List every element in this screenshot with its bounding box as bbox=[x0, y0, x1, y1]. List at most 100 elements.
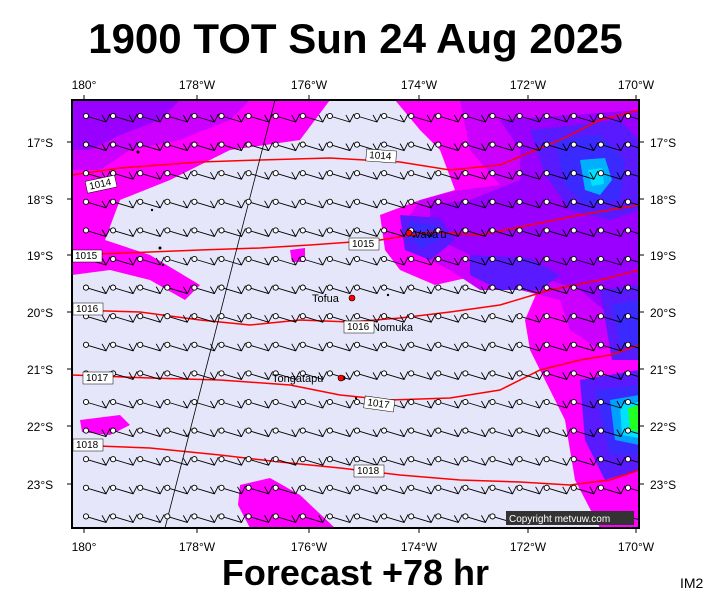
wind-barb bbox=[492, 399, 517, 409]
wind-station-circle bbox=[218, 484, 225, 491]
wind-barb bbox=[573, 256, 599, 266]
wind-station-circle bbox=[272, 255, 279, 263]
wind-station-circle bbox=[299, 513, 306, 520]
wind-station-circle bbox=[326, 427, 333, 434]
wind-station-circle bbox=[543, 398, 550, 406]
wind-barb bbox=[519, 170, 545, 180]
wind-barb bbox=[546, 456, 572, 466]
isobar-label: 1018 bbox=[357, 466, 380, 477]
wind-barb bbox=[383, 456, 409, 466]
wind-barb bbox=[112, 514, 138, 523]
wind-barb bbox=[411, 456, 436, 466]
wind-barb bbox=[411, 256, 436, 266]
wind-station-circle bbox=[191, 456, 198, 463]
wind-barb bbox=[438, 285, 463, 295]
lat-label-left: 22°S bbox=[27, 420, 53, 434]
lat-label-left: 19°S bbox=[27, 249, 53, 263]
wind-station-circle bbox=[82, 427, 90, 434]
lon-label-bottom: 176°W bbox=[291, 540, 328, 554]
wind-barb bbox=[275, 285, 301, 295]
wind-barb bbox=[112, 142, 138, 152]
wind-barb bbox=[194, 113, 219, 123]
wind-station-circle bbox=[164, 513, 171, 520]
wind-station-circle bbox=[489, 284, 496, 291]
wind-barb bbox=[546, 285, 572, 295]
wind-station-circle bbox=[381, 513, 388, 520]
wind-barb bbox=[140, 170, 165, 180]
wind-barb bbox=[383, 199, 409, 209]
wind-barb bbox=[546, 485, 572, 495]
wind-station-circle bbox=[137, 513, 144, 520]
wind-station-circle bbox=[272, 484, 279, 491]
wind-station-circle bbox=[353, 284, 361, 291]
wind-barb bbox=[302, 399, 328, 409]
wind-station-circle bbox=[272, 513, 279, 520]
wind-barb bbox=[438, 428, 463, 438]
wind-barb bbox=[302, 313, 328, 323]
wind-barb bbox=[411, 113, 436, 123]
vavau-marker bbox=[405, 229, 413, 237]
wind-station-circle bbox=[272, 341, 279, 348]
wind-barb bbox=[85, 428, 111, 438]
wind-barb bbox=[140, 428, 165, 438]
wind-barb bbox=[194, 285, 219, 295]
wind-barb bbox=[140, 313, 165, 323]
wind-barb bbox=[85, 342, 111, 352]
wind-station-circle bbox=[272, 198, 279, 205]
wind-barb bbox=[167, 256, 192, 266]
wind-station-circle bbox=[489, 513, 496, 520]
wind-station-circle bbox=[489, 370, 496, 377]
wind-station-circle bbox=[137, 141, 144, 148]
wind-barb bbox=[492, 113, 517, 123]
wind-station-circle bbox=[164, 484, 171, 491]
wind-barb bbox=[573, 228, 599, 237]
wind-barb bbox=[627, 458, 639, 463]
wind-barb bbox=[438, 313, 463, 323]
wind-station-circle bbox=[164, 341, 171, 348]
wind-barb bbox=[600, 170, 626, 180]
wind-barb bbox=[302, 199, 328, 209]
wind-station-circle bbox=[218, 313, 225, 320]
lat-label-right: 18°S bbox=[650, 193, 676, 207]
wind-station-circle bbox=[462, 456, 469, 463]
wind-station-circle bbox=[137, 484, 144, 491]
wind-station-circle bbox=[570, 255, 577, 263]
wind-station-circle bbox=[191, 398, 198, 406]
wind-station-circle bbox=[435, 227, 442, 234]
lat-label-right: 20°S bbox=[650, 306, 676, 320]
wind-barb bbox=[194, 256, 219, 266]
wind-barb bbox=[221, 313, 246, 323]
wind-station-circle bbox=[624, 141, 632, 148]
wind-barb bbox=[546, 256, 572, 266]
wind-barb bbox=[546, 113, 572, 123]
wind-barb bbox=[465, 313, 490, 323]
wind-station-circle bbox=[381, 456, 388, 463]
wind-station-circle bbox=[82, 112, 90, 120]
lat-label-left: 20°S bbox=[27, 306, 53, 320]
lat-label-left: 18°S bbox=[27, 193, 53, 207]
wind-barb bbox=[248, 113, 274, 123]
wind-station-circle bbox=[110, 198, 117, 205]
wind-barb bbox=[411, 228, 436, 237]
wind-station-circle bbox=[218, 370, 225, 377]
wind-barb bbox=[465, 199, 490, 209]
wind-barb bbox=[465, 485, 490, 495]
wind-station-circle bbox=[462, 370, 469, 377]
wind-barb bbox=[573, 456, 599, 466]
wind-barb bbox=[248, 342, 274, 352]
wind-barb bbox=[383, 113, 409, 123]
wind-station-circle bbox=[381, 370, 388, 377]
wind-barb bbox=[275, 371, 301, 380]
wind-barb bbox=[492, 285, 517, 295]
wind-station-circle bbox=[435, 427, 442, 434]
wind-barb bbox=[383, 170, 409, 180]
wind-barb bbox=[573, 428, 599, 438]
wind-barb bbox=[356, 514, 382, 523]
wind-station-circle bbox=[82, 341, 90, 348]
wind-barb bbox=[302, 342, 328, 352]
wind-barb bbox=[492, 256, 517, 266]
wind-barb bbox=[194, 313, 219, 323]
wind-barb bbox=[221, 428, 246, 438]
wind-barb bbox=[465, 285, 490, 295]
wind-station-circle bbox=[82, 398, 90, 406]
